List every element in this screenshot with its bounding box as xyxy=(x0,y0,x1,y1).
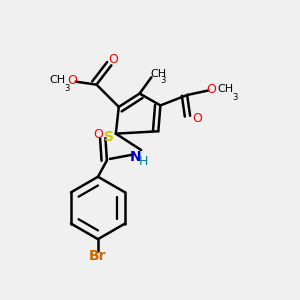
Text: O: O xyxy=(108,53,118,66)
Text: O: O xyxy=(94,128,103,141)
Text: N: N xyxy=(129,150,141,164)
Text: S: S xyxy=(104,130,114,144)
Text: 3: 3 xyxy=(232,93,238,102)
Text: CH: CH xyxy=(217,84,233,94)
Text: H: H xyxy=(139,155,148,168)
Text: CH: CH xyxy=(150,69,166,79)
Text: O: O xyxy=(67,74,77,87)
Text: CH: CH xyxy=(49,75,65,85)
Text: Br: Br xyxy=(89,248,107,262)
Text: O: O xyxy=(193,112,202,125)
Text: O: O xyxy=(207,82,217,96)
Text: 3: 3 xyxy=(64,84,70,93)
Text: 3: 3 xyxy=(160,76,166,85)
